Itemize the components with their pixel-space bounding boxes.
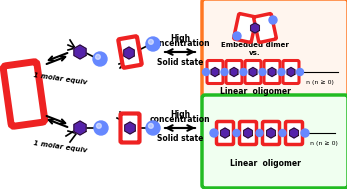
- Circle shape: [96, 123, 101, 128]
- Polygon shape: [249, 67, 257, 77]
- FancyBboxPatch shape: [262, 122, 279, 145]
- Circle shape: [221, 68, 228, 75]
- Text: 1 molar equiv: 1 molar equiv: [33, 140, 87, 153]
- Text: concentration: concentration: [150, 39, 210, 48]
- Text: vs.: vs.: [249, 50, 261, 56]
- FancyBboxPatch shape: [118, 36, 142, 68]
- Text: Solid state: Solid state: [157, 58, 203, 67]
- Polygon shape: [290, 128, 298, 138]
- FancyBboxPatch shape: [217, 122, 234, 145]
- Text: Linear  oligomer: Linear oligomer: [220, 87, 290, 96]
- Text: Linear  oligomer: Linear oligomer: [230, 159, 301, 168]
- Polygon shape: [124, 47, 134, 59]
- Polygon shape: [244, 128, 252, 138]
- Text: 1 molar equiv: 1 molar equiv: [33, 72, 87, 85]
- Circle shape: [278, 68, 285, 75]
- FancyBboxPatch shape: [254, 14, 276, 42]
- Circle shape: [149, 123, 153, 128]
- FancyBboxPatch shape: [234, 14, 256, 42]
- FancyBboxPatch shape: [286, 122, 303, 145]
- Polygon shape: [211, 67, 219, 77]
- Text: n (n ≥ 0): n (n ≥ 0): [306, 80, 334, 85]
- Circle shape: [256, 129, 263, 136]
- Polygon shape: [268, 67, 276, 77]
- FancyBboxPatch shape: [202, 0, 347, 98]
- FancyBboxPatch shape: [245, 60, 261, 84]
- FancyBboxPatch shape: [283, 60, 299, 84]
- Circle shape: [95, 54, 100, 59]
- FancyBboxPatch shape: [207, 60, 223, 84]
- Text: n (n ≥ 0): n (n ≥ 0): [310, 141, 338, 146]
- Text: High: High: [170, 34, 190, 43]
- Circle shape: [269, 16, 277, 24]
- Polygon shape: [267, 128, 275, 138]
- Circle shape: [301, 129, 309, 137]
- Circle shape: [94, 121, 108, 135]
- Circle shape: [233, 32, 241, 40]
- Text: }: }: [268, 124, 278, 142]
- Text: Solid state: Solid state: [157, 134, 203, 143]
- Circle shape: [203, 68, 210, 75]
- Text: }: }: [270, 64, 280, 80]
- Circle shape: [259, 68, 266, 75]
- FancyBboxPatch shape: [226, 60, 242, 84]
- Circle shape: [146, 37, 160, 51]
- Circle shape: [233, 129, 240, 136]
- FancyBboxPatch shape: [120, 114, 139, 143]
- FancyBboxPatch shape: [239, 122, 256, 145]
- FancyBboxPatch shape: [3, 62, 45, 126]
- Text: {: {: [241, 124, 251, 142]
- Circle shape: [149, 40, 153, 44]
- Circle shape: [93, 52, 107, 66]
- Circle shape: [210, 129, 218, 137]
- Polygon shape: [74, 121, 86, 135]
- Circle shape: [146, 121, 160, 135]
- Polygon shape: [251, 23, 259, 33]
- Polygon shape: [221, 128, 229, 138]
- Circle shape: [240, 68, 247, 75]
- Polygon shape: [230, 67, 238, 77]
- FancyBboxPatch shape: [202, 95, 347, 188]
- Text: concentration: concentration: [150, 115, 210, 124]
- Circle shape: [296, 68, 304, 75]
- Text: Embedded dimer: Embedded dimer: [221, 42, 289, 48]
- Text: High: High: [170, 110, 190, 119]
- Polygon shape: [125, 122, 135, 134]
- FancyBboxPatch shape: [264, 60, 280, 84]
- Polygon shape: [74, 45, 86, 59]
- Circle shape: [279, 129, 286, 136]
- Polygon shape: [287, 67, 295, 77]
- Text: {: {: [226, 64, 236, 80]
